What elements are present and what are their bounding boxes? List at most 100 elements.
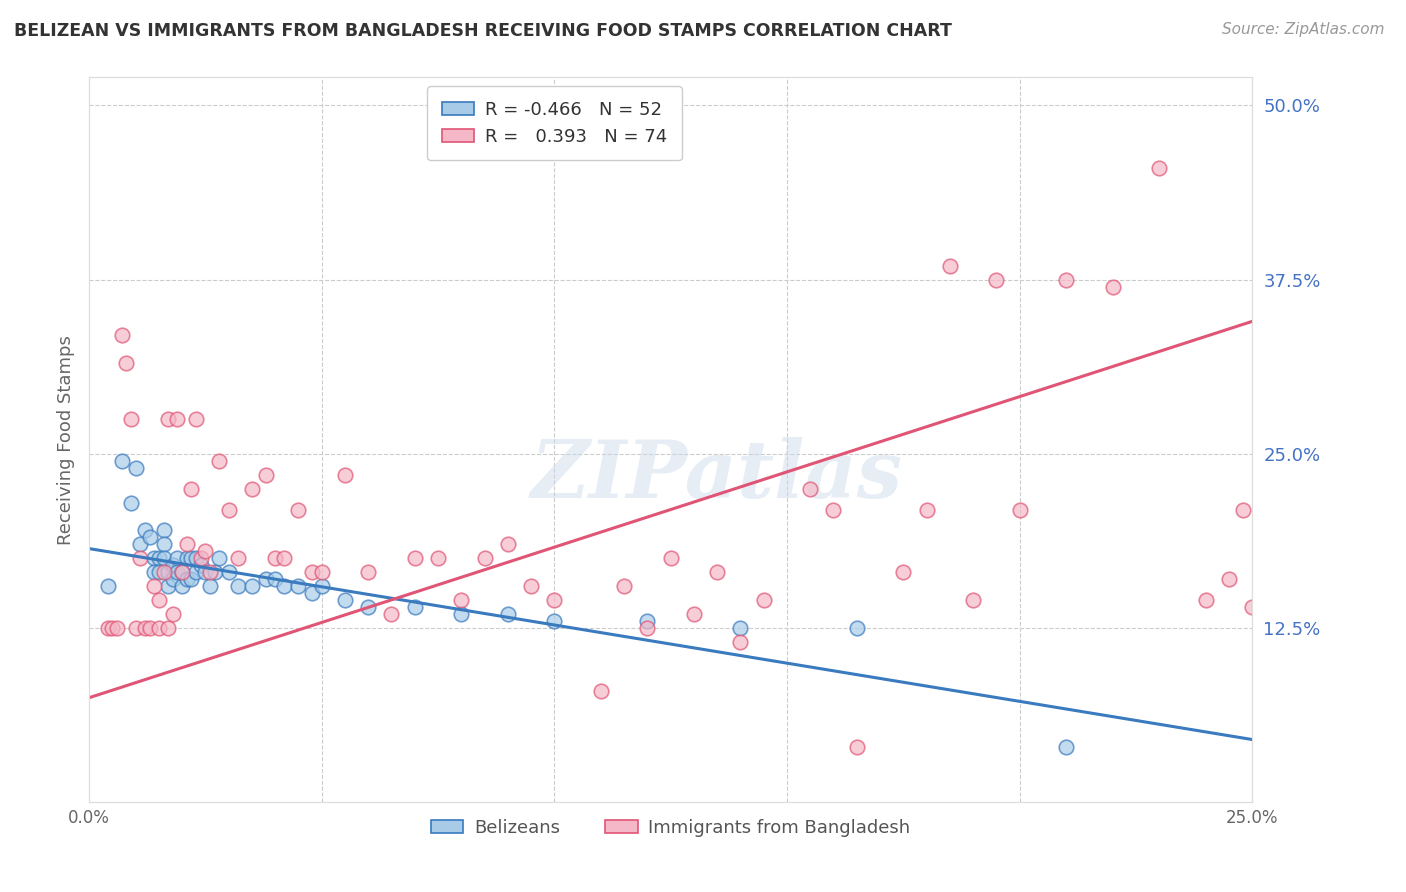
Point (301, 586, 323, 600)
Point (226, 579, 249, 593)
Point (166, 412, 188, 426)
Point (172, 579, 194, 593)
Point (264, 572, 287, 586)
Point (180, 551, 202, 566)
Point (496, 537, 519, 551)
Point (166, 566, 188, 580)
Point (1278, 621, 1301, 635)
Point (474, 551, 496, 566)
Point (97, 579, 120, 593)
Point (752, 593, 775, 607)
Point (1195, 593, 1218, 607)
Point (148, 551, 170, 566)
Point (120, 412, 142, 426)
Point (218, 502, 240, 516)
Point (427, 551, 450, 566)
Point (124, 621, 146, 635)
Point (184, 412, 207, 426)
Point (659, 551, 682, 566)
Point (706, 566, 728, 580)
Point (184, 551, 207, 566)
Point (143, 566, 166, 580)
Point (1288, 621, 1310, 635)
Point (184, 566, 207, 580)
Point (939, 259, 962, 273)
Point (636, 614, 658, 628)
Point (891, 566, 914, 580)
Point (111, 454, 134, 468)
Y-axis label: Receiving Food Stamps: Receiving Food Stamps (58, 334, 75, 545)
Point (172, 566, 194, 580)
Point (157, 621, 180, 635)
Point (589, 683, 612, 698)
Point (204, 566, 226, 580)
Point (240, 579, 263, 593)
Point (730, 635, 752, 649)
Point (180, 572, 202, 586)
Point (111, 328, 134, 343)
Point (138, 530, 160, 544)
Point (124, 460, 146, 475)
Text: Source: ZipAtlas.com: Source: ZipAtlas.com (1222, 22, 1385, 37)
Point (152, 551, 174, 566)
Point (148, 621, 170, 635)
Point (138, 621, 160, 635)
Point (1232, 502, 1254, 516)
Point (152, 566, 174, 580)
Point (134, 621, 156, 635)
Point (1264, 621, 1286, 635)
Point (845, 739, 868, 754)
Point (254, 467, 277, 482)
Point (333, 467, 356, 482)
Point (986, 272, 1008, 286)
Point (198, 566, 221, 580)
Point (129, 551, 152, 566)
Point (240, 482, 263, 496)
Point (218, 566, 240, 580)
Point (845, 621, 868, 635)
Point (1250, 621, 1272, 635)
Point (301, 566, 323, 580)
Legend: Belizeans, Immigrants from Bangladesh: Belizeans, Immigrants from Bangladesh (423, 812, 918, 844)
Point (129, 537, 152, 551)
Point (450, 607, 472, 621)
Point (176, 537, 198, 551)
Point (172, 566, 194, 580)
Point (180, 482, 202, 496)
Point (380, 607, 402, 621)
Point (162, 558, 184, 573)
Point (134, 524, 156, 538)
Point (543, 593, 565, 607)
Point (273, 579, 295, 593)
Point (162, 572, 184, 586)
Point (157, 579, 180, 593)
Point (176, 572, 198, 586)
Text: BELIZEAN VS IMMIGRANTS FROM BANGLADESH RECEIVING FOOD STAMPS CORRELATION CHART: BELIZEAN VS IMMIGRANTS FROM BANGLADESH R… (14, 22, 952, 40)
Point (226, 551, 249, 566)
Point (496, 607, 519, 621)
Point (311, 579, 333, 593)
Point (520, 579, 543, 593)
Point (915, 502, 938, 516)
Point (254, 572, 277, 586)
Point (264, 551, 287, 566)
Point (287, 579, 309, 593)
Point (273, 551, 295, 566)
Point (1241, 600, 1264, 615)
Point (157, 566, 180, 580)
Point (1147, 161, 1170, 175)
Point (1101, 279, 1123, 293)
Point (208, 551, 231, 566)
Point (194, 544, 217, 558)
Point (543, 614, 565, 628)
Point (613, 579, 636, 593)
Text: ZIPatlas: ZIPatlas (531, 437, 903, 515)
Point (1054, 739, 1077, 754)
Point (730, 621, 752, 635)
Point (157, 412, 180, 426)
Point (311, 566, 333, 580)
Point (152, 537, 174, 551)
Point (194, 566, 217, 580)
Point (404, 600, 426, 615)
Point (1218, 572, 1240, 586)
